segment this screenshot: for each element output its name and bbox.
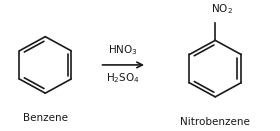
Text: H$_2$SO$_4$: H$_2$SO$_4$ bbox=[106, 72, 140, 85]
Text: NO$_2$: NO$_2$ bbox=[211, 2, 233, 16]
Text: Benzene: Benzene bbox=[23, 113, 68, 123]
Text: Nitrobenzene: Nitrobenzene bbox=[180, 117, 250, 127]
Text: HNO$_3$: HNO$_3$ bbox=[108, 43, 138, 57]
